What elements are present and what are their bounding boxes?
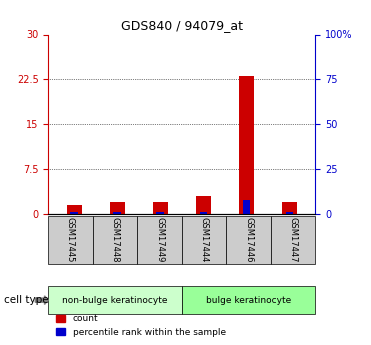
Text: GSM17445: GSM17445	[66, 217, 75, 263]
Bar	[239, 76, 254, 214]
Bar	[282, 202, 297, 214]
Text: GSM17448: GSM17448	[111, 217, 119, 263]
Bar	[286, 212, 293, 214]
Bar	[114, 212, 121, 214]
Text: GSM17449: GSM17449	[155, 217, 164, 263]
Text: cell type: cell type	[4, 295, 48, 305]
Bar	[153, 202, 168, 214]
Text: GSM17447: GSM17447	[289, 217, 298, 263]
Bar	[200, 212, 207, 214]
Text: bulge keratinocyte: bulge keratinocyte	[206, 296, 291, 305]
Text: GSM17444: GSM17444	[200, 217, 209, 263]
Title: GDS840 / 94079_at: GDS840 / 94079_at	[121, 19, 243, 32]
Bar	[157, 212, 164, 214]
Text: GSM17446: GSM17446	[244, 217, 253, 263]
Bar	[243, 200, 250, 214]
Text: non-bulge keratinocyte: non-bulge keratinocyte	[62, 296, 168, 305]
Bar	[109, 202, 125, 214]
Legend: count, percentile rank within the sample: count, percentile rank within the sample	[53, 311, 229, 341]
Bar	[196, 196, 211, 214]
Bar	[66, 205, 82, 214]
Bar	[70, 212, 78, 214]
